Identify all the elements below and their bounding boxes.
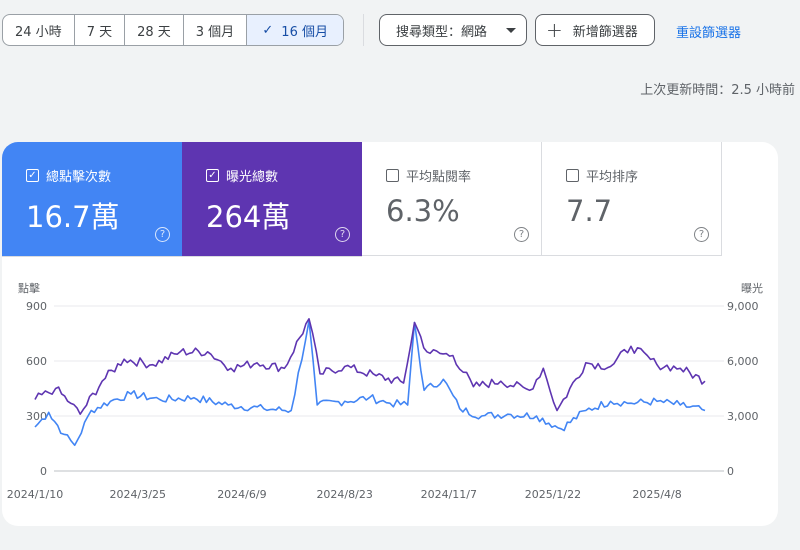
help-icon[interactable]: ? [694,227,709,242]
range-label: 16 個月 [281,24,328,40]
range-24h-button[interactable]: 24 小時 [3,15,75,45]
performance-card: ✓ 總點擊次數 16.7萬 ? ✓ 曝光總數 264萬 ? 平均點閱率 6.3% ?… [2,142,778,526]
metric-value: 16.7萬 [26,200,120,234]
search-type-label: 搜尋類型：網路 [396,24,488,40]
help-icon[interactable]: ? [155,227,170,242]
x-tick-label: 2024/6/9 [217,488,266,501]
toolbar-divider [363,14,364,46]
metric-value: 6.3% [386,194,460,228]
left-axis-title: 點擊 [18,281,40,295]
last-updated-text: 上次更新時間：2.5 小時前 [640,83,795,98]
metric-divider [2,256,362,257]
check-icon: ✓ [262,22,274,38]
right-axis-title: 曝光 [741,281,763,295]
add-filter-label: 新增篩選器 [572,24,638,40]
x-tick-label: 2024/1/10 [7,488,63,501]
reset-filters-link[interactable]: 重設篩選器 [676,26,742,41]
help-icon[interactable]: ? [335,227,350,242]
range-16m-button[interactable]: ✓ 16 個月 [247,15,344,45]
range-28d-button[interactable]: 28 天 [125,15,184,45]
x-tick-label: 2025/1/22 [525,488,581,501]
plus-icon: + [546,18,563,42]
x-tick-label: 2025/4/8 [632,488,681,501]
metric-label: 總點擊次數 [46,170,112,185]
checkbox-checked-icon[interactable]: ✓ [206,169,219,182]
range-label: 28 天 [137,24,171,40]
metric-label: 曝光總數 [226,170,279,185]
date-range-group: 24 小時 7 天 28 天 3 個月 ✓ 16 個月 [2,14,345,46]
metric-position-tile[interactable]: 平均排序 7.7 ? [542,142,722,256]
checkbox-unchecked-icon[interactable] [386,169,399,182]
metric-label: 平均排序 [586,170,639,185]
range-label: 24 小時 [15,24,62,40]
left-tick-label: 900 [26,300,47,313]
help-icon[interactable]: ? [514,227,529,242]
x-tick-label: 2024/8/23 [316,488,372,501]
metric-impressions-tile[interactable]: ✓ 曝光總數 264萬 ? [182,142,362,256]
metric-value: 264萬 [206,200,291,234]
metric-ctr-tile[interactable]: 平均點閱率 6.3% ? [362,142,542,256]
caret-down-icon [506,27,516,33]
search-type-dropdown[interactable]: 搜尋類型：網路 [379,14,527,46]
range-7d-button[interactable]: 7 天 [75,15,126,45]
clicks-series-line [34,319,706,447]
range-label: 7 天 [86,24,113,40]
left-tick-label: 0 [40,465,47,478]
x-tick-label: 2024/11/7 [421,488,477,501]
checkbox-checked-icon[interactable]: ✓ [26,169,39,182]
impressions-series-line [34,318,706,415]
metric-value: 7.7 [566,194,613,228]
checkbox-unchecked-icon[interactable] [566,169,579,182]
right-tick-label: 0 [727,465,734,478]
metric-clicks-tile[interactable]: ✓ 總點擊次數 16.7萬 ? [2,142,182,256]
x-tick-label: 2024/3/25 [110,488,166,501]
range-label: 3 個月 [195,24,235,40]
metric-label: 平均點閱率 [406,170,472,185]
right-tick-label: 3,000 [727,410,759,423]
range-3m-button[interactable]: 3 個月 [184,15,248,45]
add-filter-button[interactable]: + 新增篩選器 [535,14,655,46]
left-tick-label: 300 [26,410,47,423]
performance-chart[interactable]: 點擊 曝光 0 300 600 900 0 3,000 6,000 9,000 2024/1/10 2… [2,142,778,526]
right-tick-label: 6,000 [727,355,759,368]
right-tick-label: 9,000 [727,300,759,313]
left-tick-label: 600 [26,355,47,368]
